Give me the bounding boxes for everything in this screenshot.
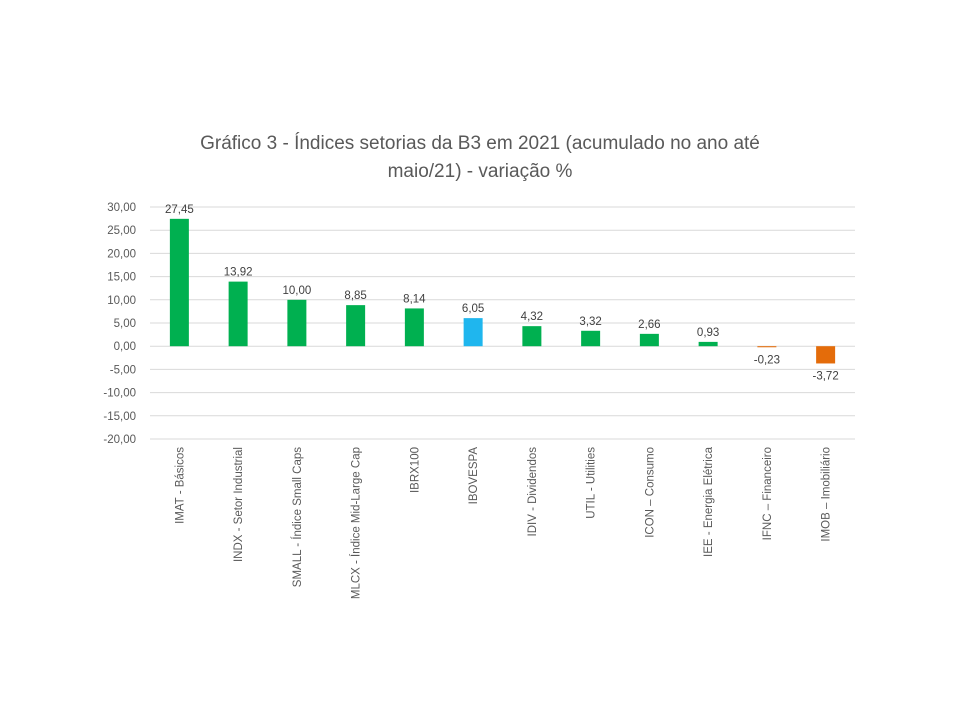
- y-tick-label: 5,00: [114, 318, 136, 330]
- data-label: 27,45: [165, 204, 194, 216]
- data-label: 8,85: [344, 290, 366, 302]
- bars: [169, 218, 836, 364]
- bar: [816, 346, 836, 364]
- data-label: 8,14: [403, 293, 426, 305]
- category-label: SMALL - Índice Small Caps: [291, 447, 304, 587]
- data-label: -3,72: [813, 370, 839, 382]
- category-label: IEE - Energia Elétrica: [703, 446, 715, 557]
- bar: [404, 308, 424, 347]
- data-label: 6,05: [462, 303, 484, 315]
- y-axis: 30,00 25,00 20,00 15,00 10,00 5,00 0,00 -5,00 -1…: [103, 202, 136, 446]
- category-label: IMOB – Imobiliário: [821, 447, 833, 542]
- y-tick-label: -15,00: [103, 411, 136, 423]
- y-tick-label: 0,00: [114, 341, 136, 353]
- y-tick-label: 10,00: [107, 295, 136, 307]
- data-label: 2,66: [638, 319, 660, 331]
- data-label: 3,32: [579, 316, 601, 328]
- bar: [639, 333, 659, 347]
- bar: [581, 330, 601, 347]
- y-tick-label: 20,00: [107, 248, 136, 260]
- bar: [287, 299, 307, 347]
- data-label: -0,23: [754, 354, 780, 366]
- category-label: IMAT - Básicos: [174, 447, 186, 524]
- gridlines: [150, 206, 855, 440]
- category-label: ICON – Consumo: [644, 447, 656, 538]
- y-tick-label: -10,00: [103, 388, 136, 400]
- data-label: 10,00: [282, 285, 311, 297]
- bar: [346, 305, 366, 347]
- category-label: UTIL - Utilities: [586, 447, 598, 519]
- y-tick-label: -20,00: [103, 434, 136, 446]
- y-tick-label: -5,00: [110, 364, 136, 376]
- bar: [522, 326, 542, 347]
- bar: [463, 318, 483, 347]
- data-label: 13,92: [224, 267, 253, 279]
- chart-title-line-1: Gráfico 3 - Índices setorias da B3 em 20…: [200, 133, 760, 154]
- x-axis: IMAT - Básicos INDX - Setor Industrial SMA…: [174, 446, 832, 599]
- bar: [228, 281, 248, 347]
- chart-title: Gráfico 3 - Índices setorias da B3 em 20…: [130, 130, 830, 186]
- data-labels: 27,45 13,92 10,00 8,85 8,14 6,05 4,32 3,32 2,66 0…: [165, 204, 839, 383]
- category-label: IDIV - Dividendos: [527, 447, 539, 537]
- category-label: IFNC – Financeiro: [762, 447, 774, 540]
- y-tick-label: 25,00: [107, 225, 136, 237]
- category-label: IBOVESPA: [468, 447, 480, 505]
- y-tick-label: 15,00: [107, 272, 136, 284]
- data-label: 0,93: [697, 327, 719, 339]
- bar: [698, 341, 718, 347]
- y-tick-label: 30,00: [107, 202, 136, 214]
- data-label: 4,32: [521, 311, 543, 323]
- category-label: IBRX100: [409, 447, 421, 493]
- bar: [757, 346, 777, 348]
- chart-title-line-2: maio/21) - variação %: [387, 161, 573, 182]
- bar: [169, 218, 189, 347]
- category-label: INDX - Setor Industrial: [233, 447, 245, 562]
- category-label: MLCX - Índice Mid-Large Cap: [350, 447, 363, 599]
